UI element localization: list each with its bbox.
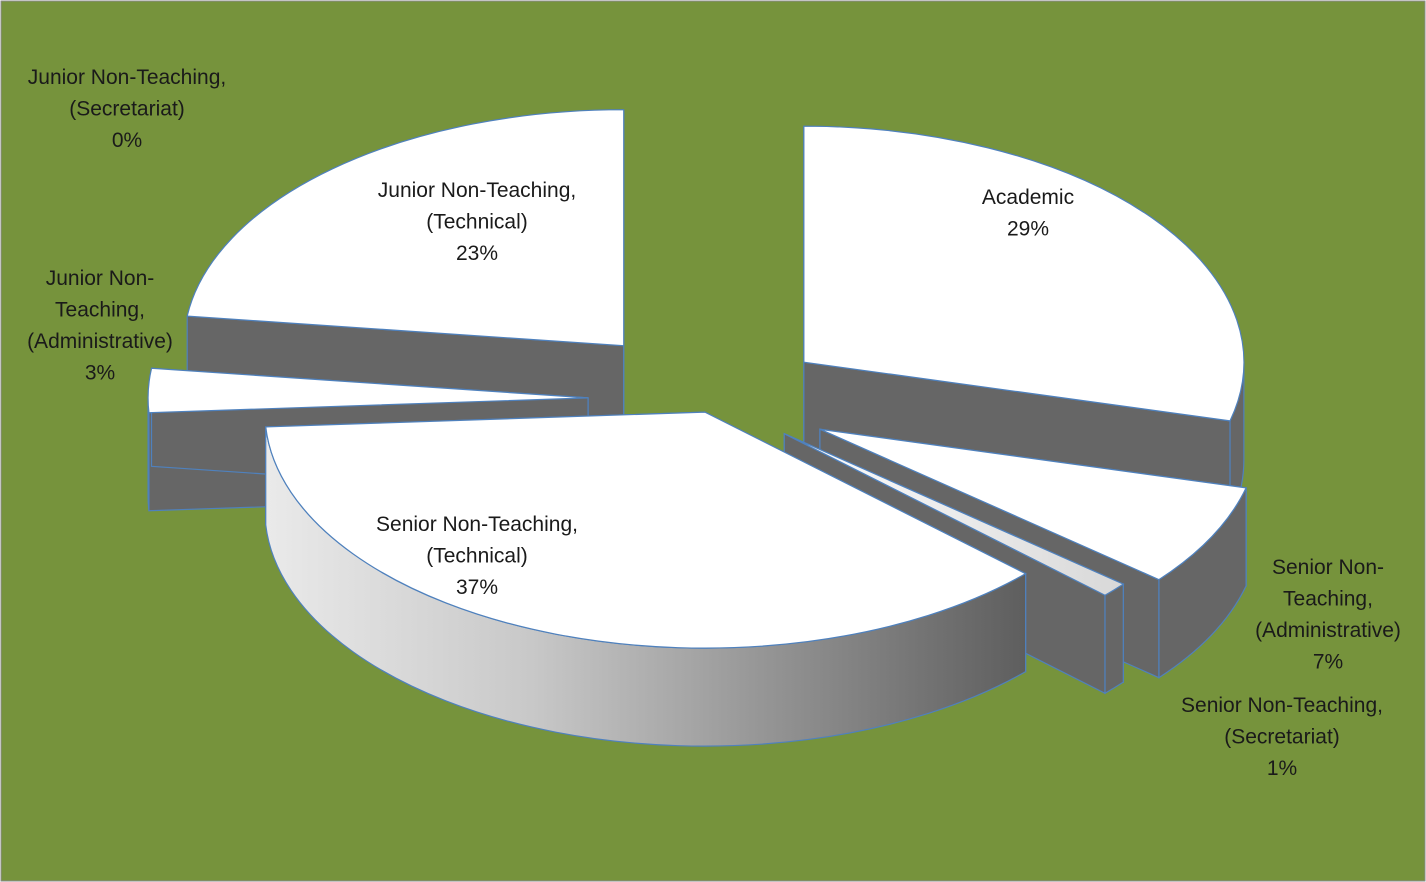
data-label-percent: 29% <box>1007 218 1049 241</box>
data-label-4: Junior Non- Teaching, (Administrative) 3% <box>27 267 173 385</box>
pie-slice-5-top <box>186 109 625 347</box>
data-label-1: Senior Non- Teaching, (Administrative) 7% <box>1255 556 1401 674</box>
data-label-line: (Secretariat) <box>69 98 185 121</box>
pie-slice-4-side <box>147 397 150 511</box>
data-label-line: (Administrative) <box>27 330 173 353</box>
data-label-6: Junior Non-Teaching, (Secretariat) 0% <box>28 66 226 152</box>
data-label-line: (Technical) <box>426 211 528 234</box>
data-label-line: Senior Non- <box>1272 556 1384 579</box>
data-label-percent: 23% <box>456 242 498 265</box>
data-label-line: Junior Non- <box>46 267 155 290</box>
data-label-0: Academic 29% <box>982 186 1074 241</box>
pie-slice-2-side <box>1104 583 1124 695</box>
data-label-percent: 3% <box>85 362 115 385</box>
data-label-line: Senior Non-Teaching, <box>1181 694 1383 717</box>
pie-slice-3-top <box>265 411 1027 649</box>
data-label-line: Teaching, <box>55 299 145 322</box>
data-label-percent: 1% <box>1267 757 1297 780</box>
data-label-percent: 7% <box>1313 651 1343 674</box>
data-label-percent: 37% <box>456 576 498 599</box>
data-label-percent: 0% <box>112 129 142 152</box>
data-label-line: Junior Non-Teaching, <box>28 66 226 89</box>
data-label-line: (Administrative) <box>1255 619 1401 642</box>
pie-slice-0-top <box>803 125 1245 422</box>
pie-slice-1-top <box>819 428 1247 581</box>
pie-slice-3 <box>265 411 1027 747</box>
data-label-5: Junior Non-Teaching, (Technical) 23% <box>378 179 576 265</box>
data-label-line: (Technical) <box>426 545 528 568</box>
data-label-2: Senior Non-Teaching, (Secretariat) 1% <box>1181 694 1383 780</box>
data-label-line: (Secretariat) <box>1224 726 1340 749</box>
data-label-line: Academic <box>982 186 1074 209</box>
pie-slice-4-top <box>147 367 589 414</box>
data-label-line: Teaching, <box>1283 588 1373 611</box>
data-label-3: Senior Non-Teaching, (Technical) 37% <box>376 513 578 599</box>
data-label-line: Senior Non-Teaching, <box>376 513 578 536</box>
data-label-line: Junior Non-Teaching, <box>378 179 576 202</box>
pie-slice-2-top <box>783 433 1125 596</box>
